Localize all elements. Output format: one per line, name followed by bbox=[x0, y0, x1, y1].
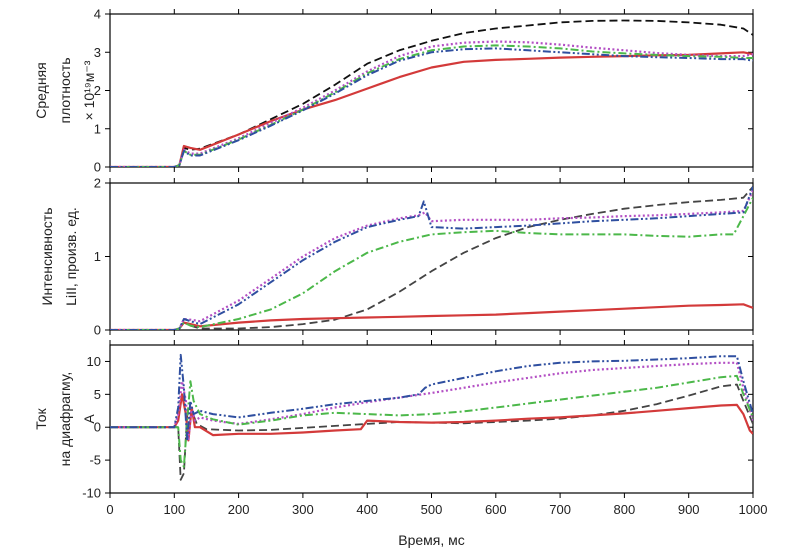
y-tick-label: 3 bbox=[94, 45, 101, 60]
ylabel-current-line-3: А bbox=[81, 414, 97, 424]
x-tick-label: 100 bbox=[163, 502, 185, 517]
series-line-2 bbox=[110, 303, 753, 330]
x-tick-label: 500 bbox=[421, 502, 443, 517]
y-tick-label: 0 bbox=[94, 420, 101, 435]
series-group bbox=[110, 186, 753, 330]
series-line-1 bbox=[110, 19, 753, 167]
y-tick-label: 2 bbox=[94, 176, 101, 191]
series-line-4 bbox=[110, 44, 753, 167]
series-group bbox=[110, 353, 753, 481]
series-line-5 bbox=[110, 353, 753, 442]
y-tick-label: 1 bbox=[94, 249, 101, 264]
series-line-5 bbox=[110, 47, 753, 167]
y-tick-label: 10 bbox=[87, 354, 101, 369]
x-tick-label: 1000 bbox=[739, 502, 768, 517]
y-tick-label: 4 bbox=[94, 7, 101, 22]
ylabel-density-line-1: Средняя bbox=[33, 62, 49, 118]
series-line-3 bbox=[110, 40, 753, 167]
x-tick-label: 900 bbox=[678, 502, 700, 517]
ylabel-intensity-line-1: Интенсивность bbox=[39, 207, 55, 305]
series-group bbox=[110, 19, 753, 167]
series-line-4 bbox=[110, 374, 753, 468]
ylabel-density-line-3: × 10¹⁹м⁻³ bbox=[81, 60, 97, 120]
plot-frame bbox=[109, 13, 754, 168]
series-line-3 bbox=[110, 189, 753, 330]
x-tick-label: 600 bbox=[485, 502, 507, 517]
x-tick-label: 200 bbox=[228, 502, 250, 517]
y-tick-label: 5 bbox=[94, 387, 101, 402]
series-line-1 bbox=[110, 186, 753, 330]
x-tick-label: 700 bbox=[549, 502, 571, 517]
x-tick-label: 800 bbox=[614, 502, 636, 517]
panel-intensity: Интенсивность LiII, произв. ед. 0 1 2 bbox=[39, 176, 754, 338]
y-tick-label: -5 bbox=[89, 453, 101, 468]
series-line-4 bbox=[110, 197, 753, 330]
series-line-2 bbox=[110, 51, 753, 167]
series-line-5 bbox=[110, 186, 753, 330]
panel-density: Средняя плотность × 10¹⁹м⁻³ 0 1 2 3 4 bbox=[33, 7, 754, 175]
x-tick-label: 0 bbox=[106, 502, 113, 517]
y-tick-label: 0 bbox=[94, 160, 101, 175]
y-tick-label: -10 bbox=[82, 486, 101, 501]
ylabel-current-line-2: на диафрагму, bbox=[57, 372, 73, 467]
y-tick-label: 1 bbox=[94, 121, 101, 136]
y-tick-label: 2 bbox=[94, 83, 101, 98]
x-tick-label: 300 bbox=[292, 502, 314, 517]
ylabel-intensity-line-2: LiII, произв. ед. bbox=[63, 207, 79, 306]
y-tick-label: 0 bbox=[94, 323, 101, 338]
x-axis-title: Время, мс bbox=[398, 532, 465, 548]
x-tick-label: 400 bbox=[356, 502, 378, 517]
series-line-2 bbox=[110, 393, 753, 442]
ylabel-density-line-2: плотность bbox=[57, 57, 73, 123]
ylabel-current-line-1: Ток bbox=[33, 407, 49, 429]
